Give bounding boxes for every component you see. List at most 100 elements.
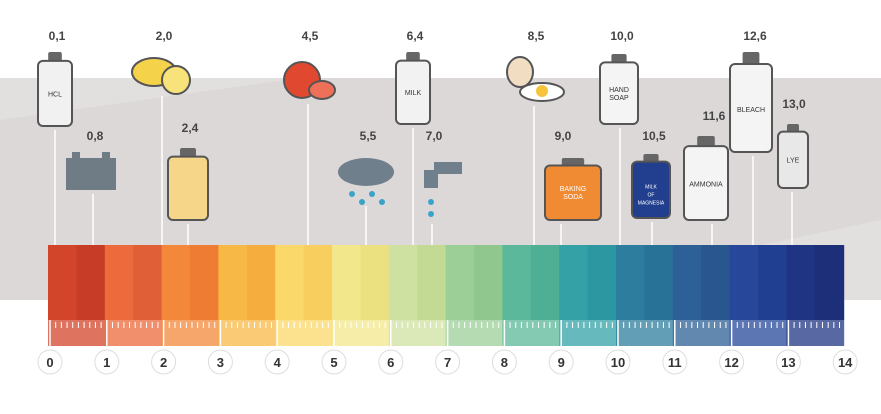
- color-segment: [133, 245, 162, 320]
- icon-shape: [72, 152, 80, 158]
- scale-label: 6: [387, 355, 394, 370]
- ruler-segment: [616, 320, 674, 346]
- scale-label: 3: [217, 355, 224, 370]
- icon-label: HANDSOAP: [609, 87, 629, 102]
- icon-shape: [424, 170, 438, 188]
- color-segment: [616, 245, 645, 320]
- scale-label: 5: [330, 355, 337, 370]
- ruler-segment: [786, 320, 844, 346]
- icon-shape: [536, 85, 548, 97]
- color-segment: [758, 245, 787, 320]
- icon-label-word: OF: [648, 192, 655, 198]
- color-segment: [815, 245, 844, 320]
- color-segment: [389, 245, 418, 320]
- icon-shape: [338, 158, 394, 186]
- ph-value: 2,4: [182, 121, 199, 135]
- scale-label: 8: [501, 355, 508, 370]
- scale-label: 7: [444, 355, 451, 370]
- scale-label: 11: [668, 355, 682, 370]
- ph-value: 8,5: [528, 29, 545, 43]
- scale-label: 14: [838, 355, 853, 370]
- ph-value: 9,0: [555, 129, 572, 143]
- icon-shape: [379, 199, 385, 205]
- ruler-segment: [673, 320, 731, 346]
- ruler-segment: [502, 320, 560, 346]
- icon-shape: [507, 57, 533, 87]
- color-segment: [162, 245, 191, 320]
- color-segment: [417, 245, 446, 320]
- scale-label: 2: [160, 355, 167, 370]
- ph-scale-infographic: 0,1HCL0,82,02,44,55,56,4MILK7,08,59,0BAK…: [0, 0, 881, 409]
- icon-label: LYE: [787, 157, 800, 164]
- scale-label: 4: [274, 355, 282, 370]
- ph-value: 10,5: [642, 129, 666, 143]
- ruler-segment: [218, 320, 276, 346]
- icon-shape: [428, 199, 434, 205]
- icon-shape: [309, 81, 335, 99]
- scale-label: 0: [46, 355, 53, 370]
- icon-label-word: MAGNESIA: [638, 200, 665, 206]
- scale-label: 9: [558, 355, 565, 370]
- ph-value: 7,0: [426, 129, 443, 143]
- icon-shape: [369, 191, 375, 197]
- ruler-segment: [332, 320, 390, 346]
- color-segment: [304, 245, 333, 320]
- icon-shape: [162, 66, 190, 94]
- ruler-segment: [730, 320, 788, 346]
- color-segment: [247, 245, 276, 320]
- color-segment: [446, 245, 475, 320]
- color-segment: [730, 245, 759, 320]
- icon-shape: [359, 199, 365, 205]
- ruler-segment: [105, 320, 163, 346]
- icon-label-word: SODA: [563, 194, 583, 201]
- icon-label: BAKINGSODA: [560, 186, 586, 201]
- icon-label: BLEACH: [737, 107, 765, 114]
- item-lye: 13,0 LYE: [778, 97, 808, 188]
- color-segment: [474, 245, 503, 320]
- scale-label: 13: [781, 355, 795, 370]
- icon-label-word: SOAP: [609, 95, 629, 102]
- icon-label-word: HAND: [609, 87, 629, 94]
- color-segment: [360, 245, 389, 320]
- icon-shape: [168, 157, 208, 220]
- icon-label: HCL: [48, 91, 62, 98]
- ruler-segment: [389, 320, 447, 346]
- icon-shape: [349, 191, 355, 197]
- ph-value: 2,0: [156, 29, 173, 43]
- icon-label-word: BAKING: [560, 186, 586, 193]
- ruler-segment: [275, 320, 333, 346]
- ruler-segment: [162, 320, 220, 346]
- ph-value: 4,5: [302, 29, 319, 43]
- color-segment: [644, 245, 673, 320]
- color-segment: [76, 245, 105, 320]
- scale-label: 10: [611, 355, 625, 370]
- color-segment: [48, 245, 77, 320]
- color-segment: [218, 245, 247, 320]
- scale-label: 12: [724, 355, 738, 370]
- ruler-segment: [446, 320, 504, 346]
- ph-value: 13,0: [782, 97, 806, 111]
- ph-value: 6,4: [407, 29, 424, 43]
- ruler-segment: [48, 320, 106, 346]
- color-segment: [190, 245, 219, 320]
- color-segment: [701, 245, 730, 320]
- color-segment: [332, 245, 361, 320]
- ph-value: 10,0: [610, 29, 634, 43]
- ph-value: 5,5: [360, 129, 377, 143]
- ph-value: 0,8: [87, 129, 104, 143]
- ph-value: 12,6: [743, 29, 767, 43]
- color-segment: [673, 245, 702, 320]
- color-segment: [588, 245, 617, 320]
- color-segment: [786, 245, 815, 320]
- ruler-segment: [559, 320, 617, 346]
- color-segment: [559, 245, 588, 320]
- icon-label-word: MILK: [645, 184, 657, 190]
- color-segment: [502, 245, 531, 320]
- color-segment: [275, 245, 304, 320]
- color-segment: [105, 245, 134, 320]
- icon-shape: [102, 152, 110, 158]
- icon-shape: [434, 162, 462, 174]
- icon-shape: [428, 211, 434, 217]
- icon-shape: [66, 158, 116, 190]
- color-bar: [48, 245, 844, 346]
